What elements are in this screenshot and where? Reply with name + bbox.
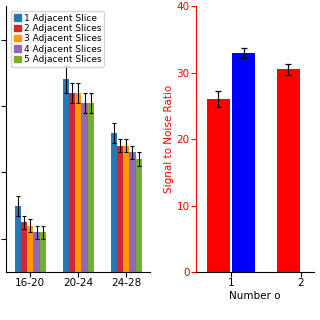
Y-axis label: Signal to Noise Ratio: Signal to Noise Ratio xyxy=(164,85,174,193)
X-axis label: Number o: Number o xyxy=(229,291,281,301)
Bar xyxy=(34,232,40,320)
Bar xyxy=(75,93,81,320)
Bar xyxy=(69,93,75,320)
Bar xyxy=(21,222,27,320)
Bar xyxy=(232,53,255,272)
Bar xyxy=(117,146,123,320)
Bar xyxy=(123,146,129,320)
Legend: 1 Adjacent Slice, 2 Adjacent Slices, 3 Adjacent Slices, 4 Adjacent Slices, 5 Adj: 1 Adjacent Slice, 2 Adjacent Slices, 3 A… xyxy=(11,11,104,67)
Bar xyxy=(88,103,94,320)
Bar xyxy=(63,79,69,320)
Bar xyxy=(277,69,300,272)
Bar xyxy=(81,103,88,320)
Bar xyxy=(27,226,34,320)
Bar xyxy=(207,99,229,272)
Bar xyxy=(111,132,117,320)
Bar xyxy=(129,152,136,320)
Bar xyxy=(40,232,46,320)
Bar xyxy=(136,159,142,320)
Bar xyxy=(15,206,21,320)
